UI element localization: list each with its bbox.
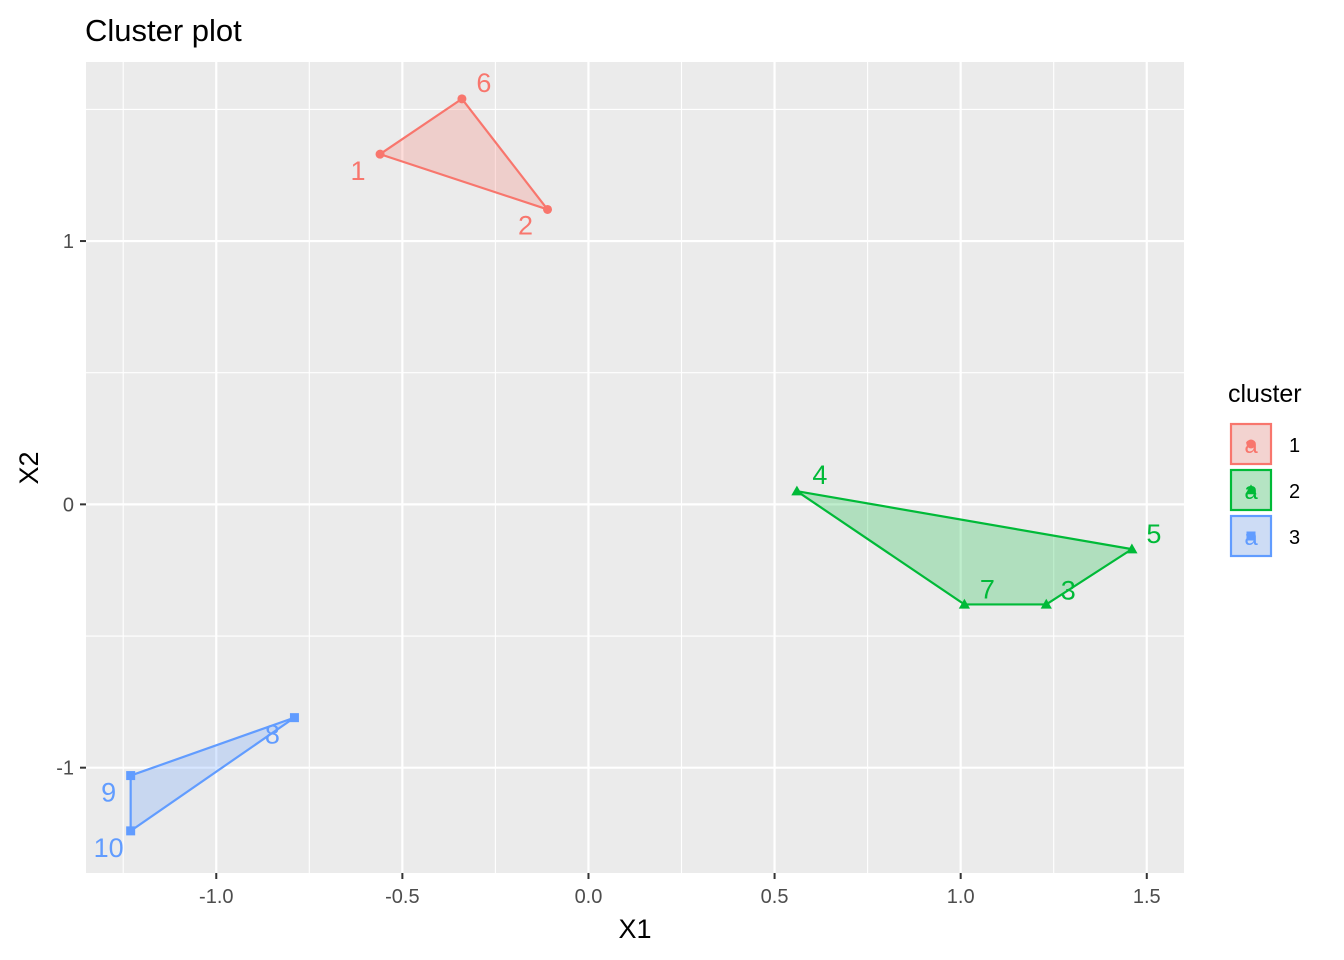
cluster-2-point [958, 598, 971, 609]
cluster-3-point [126, 826, 136, 836]
axes: -1.0 -0.5 0.0 0.5 1.0 1.5 -1 0 1 [56, 231, 1160, 908]
cluster-1-hull [377, 97, 551, 212]
legend-key-marker [1246, 531, 1256, 541]
cluster-1-point [457, 94, 467, 104]
y-tick-label: -1 [56, 758, 74, 780]
x-tick-label: -1.0 [199, 886, 233, 908]
point-label: 4 [812, 460, 827, 490]
cluster-2-point [1126, 543, 1138, 554]
point-label: 8 [265, 720, 280, 750]
grid-lines [86, 62, 1184, 873]
cluster-1-point [375, 149, 385, 159]
legend-label: 3 [1289, 527, 1300, 549]
point-label: 7 [980, 574, 995, 604]
legend-title: cluster [1228, 380, 1302, 408]
cluster-2-point [1040, 598, 1052, 609]
legend-key-marker [1245, 484, 1257, 495]
y-tick-label: 0 [63, 494, 74, 516]
point-label: 10 [94, 833, 124, 863]
y-tick-label: 1 [63, 231, 74, 253]
cluster-3-point [126, 771, 136, 781]
legend-key-marker [1246, 439, 1256, 449]
cluster-3-hull [129, 716, 296, 833]
x-tick-label: 0.0 [575, 886, 603, 908]
legend-keys: a1a2a3 [1229, 422, 1300, 558]
x-axis-title: X1 [618, 914, 651, 944]
legend-item-2: a2 [1229, 468, 1300, 512]
point-label: 2 [518, 210, 533, 240]
point-label: 3 [1061, 575, 1076, 605]
point-label: 1 [351, 156, 366, 186]
point-label: 6 [476, 68, 491, 98]
y-axis-title: X2 [14, 451, 44, 484]
point-labels: 1 2 6 3 4 5 7 8 9 10 [94, 68, 1162, 863]
x-tick-label: 1.0 [947, 886, 975, 908]
legend: cluster a1a2a3 [1228, 380, 1302, 558]
plot-panel [86, 62, 1184, 873]
cluster-1-point [543, 204, 553, 214]
cluster-points [126, 94, 1138, 836]
cluster-3-point [289, 713, 299, 723]
legend-label: 2 [1289, 481, 1300, 503]
cluster-2-point [791, 485, 803, 496]
point-label: 5 [1146, 519, 1161, 549]
x-tick-label: -0.5 [385, 886, 419, 908]
legend-item-3: a3 [1229, 514, 1300, 558]
x-tick-label: 0.5 [761, 886, 789, 908]
x-tick-label: 1.5 [1133, 886, 1161, 908]
legend-item-1: a1 [1229, 422, 1300, 466]
legend-label: 1 [1289, 435, 1300, 457]
point-label: 9 [101, 778, 116, 808]
chart-title: Cluster plot [85, 13, 242, 48]
